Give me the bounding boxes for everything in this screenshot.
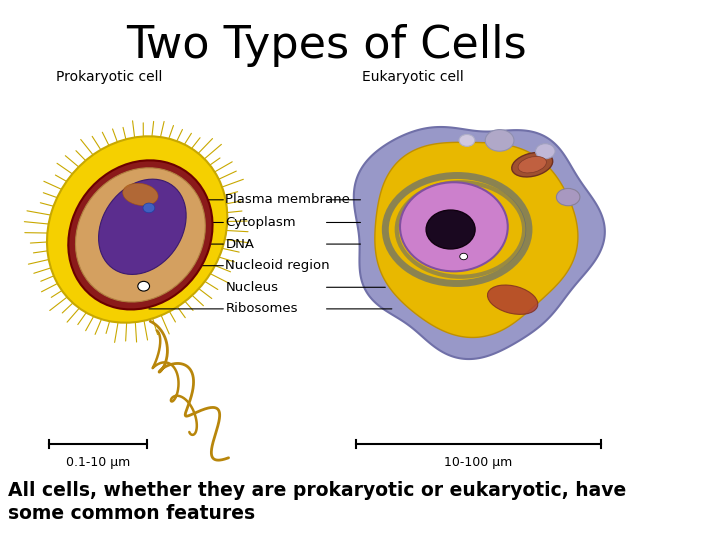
Polygon shape — [375, 143, 578, 338]
Circle shape — [143, 203, 155, 213]
Text: Cytoplasm: Cytoplasm — [225, 216, 296, 229]
Ellipse shape — [557, 188, 580, 206]
Ellipse shape — [536, 144, 555, 159]
Ellipse shape — [487, 285, 538, 314]
Ellipse shape — [76, 168, 205, 302]
Text: Eukaryotic cell: Eukaryotic cell — [362, 70, 464, 84]
Text: 10-100 μm: 10-100 μm — [444, 456, 513, 469]
Circle shape — [460, 253, 467, 260]
Ellipse shape — [459, 134, 474, 146]
Ellipse shape — [512, 152, 553, 177]
Text: Nucleus: Nucleus — [225, 281, 279, 294]
Text: Ribosomes: Ribosomes — [225, 302, 298, 315]
Ellipse shape — [99, 179, 186, 274]
Ellipse shape — [68, 160, 212, 309]
Ellipse shape — [47, 136, 228, 323]
Ellipse shape — [426, 210, 475, 249]
Text: 0.1-10 μm: 0.1-10 μm — [66, 456, 130, 469]
Ellipse shape — [485, 130, 514, 151]
Text: All cells, whether they are prokaryotic or eukaryotic, have: All cells, whether they are prokaryotic … — [8, 481, 626, 500]
Text: Nucleoid region: Nucleoid region — [225, 259, 330, 272]
Ellipse shape — [400, 183, 508, 271]
Circle shape — [138, 281, 150, 291]
Text: DNA: DNA — [225, 238, 254, 251]
Ellipse shape — [518, 157, 546, 173]
Text: Two Types of Cells: Two Types of Cells — [126, 24, 527, 68]
Polygon shape — [354, 127, 605, 359]
Text: Prokaryotic cell: Prokaryotic cell — [55, 70, 162, 84]
Ellipse shape — [122, 183, 158, 206]
Text: some common features: some common features — [8, 504, 255, 523]
Text: Plasma membrane: Plasma membrane — [225, 193, 350, 206]
